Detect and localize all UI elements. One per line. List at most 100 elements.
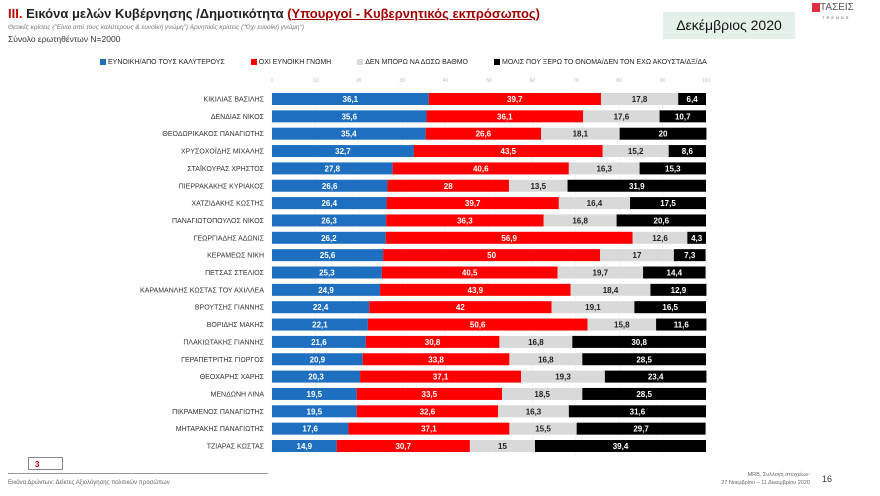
data-label: 19,3 bbox=[555, 373, 571, 382]
legend-label: ΔΕΝ ΜΠΟΡΩ ΝΑ ΔΩΣΩ ΒΑΘΜΟ bbox=[365, 59, 468, 66]
logo: ΤΑΣΕΙΣ TRENDS bbox=[812, 3, 854, 23]
data-label: 20 bbox=[659, 130, 668, 139]
data-label: 19,7 bbox=[593, 269, 609, 278]
data-label: 33,5 bbox=[422, 390, 438, 399]
bar-segment bbox=[509, 353, 583, 366]
data-label: 4,3 bbox=[691, 234, 703, 243]
bar-segment bbox=[673, 249, 706, 262]
data-label: 17 bbox=[633, 251, 642, 260]
legend-label: ΜΟΛΙΣ ΠΟΥ ΞΕΡΩ ΤΟ ΟΝΟΜΑ/ΔΕΝ ΤΟΝ ΕΧΩ ΑΚΟΥ… bbox=[502, 59, 707, 66]
x-tick-label: 10 bbox=[313, 78, 319, 84]
bar-segment bbox=[362, 353, 510, 366]
bar-segment bbox=[632, 231, 688, 244]
data-label: 15,8 bbox=[614, 321, 630, 330]
bar-segment bbox=[509, 422, 577, 435]
divider bbox=[8, 473, 268, 474]
bar-segment bbox=[557, 266, 644, 279]
data-label: 16,8 bbox=[572, 216, 588, 225]
bar-segment bbox=[668, 145, 706, 158]
legend-item: ΟΧΙ ΕΥΝΟΙΚΗ ΓΝΩΜΗ bbox=[250, 59, 331, 66]
footer-caption: Εικόνα Δρώντων: Δείκτες Αξιολόγησης πολι… bbox=[8, 480, 170, 486]
bar-segment bbox=[567, 179, 706, 192]
data-label: 28 bbox=[444, 182, 453, 191]
category-label: ΘΕΟΧΑΡΗΣ ΧΑΡΗΣ bbox=[200, 374, 265, 381]
bar-segment bbox=[272, 266, 382, 279]
sample-size: Σύνολο ερωτηθέντων Ν=2000 bbox=[8, 34, 121, 44]
data-label: 16,3 bbox=[596, 164, 612, 173]
data-label: 36,3 bbox=[457, 216, 473, 225]
page-number: 16 bbox=[822, 474, 833, 484]
data-label: 29,7 bbox=[633, 425, 649, 434]
bar-segment bbox=[392, 162, 569, 175]
category-label: ΓΕΡΑΠΕΤΡΙΤΗΣ ΓΙΩΡΓΟΣ bbox=[181, 357, 265, 364]
data-label: 16,8 bbox=[538, 355, 554, 364]
data-label: 30,8 bbox=[631, 338, 647, 347]
legend-swatch bbox=[100, 59, 106, 66]
bar-segment bbox=[369, 301, 552, 314]
bar-segment bbox=[568, 162, 640, 175]
data-label: 16,8 bbox=[528, 338, 544, 347]
category-label: ΠΙΚΡΑΜΕΝΟΣ ΠΑΝΑΓΙΩΤΗΣ bbox=[172, 409, 265, 416]
bar-segment bbox=[272, 387, 357, 400]
data-label: 18,4 bbox=[603, 286, 619, 295]
source-note: MRB, Συλλογή στοιχείων: 27 Νοεμβρίου – 11… bbox=[721, 472, 810, 486]
legend-item: ΕΥΝΟΙΚΗ/ΑΠΟ ΤΟΥΣ ΚΑΛΥΤΕΡΟΥΣ bbox=[100, 59, 225, 66]
data-label: 43,5 bbox=[501, 147, 517, 156]
legend-swatch bbox=[357, 59, 364, 66]
bar-segment bbox=[381, 266, 558, 279]
category-label: ΠΛΑΚΙΩΤΑΚΗΣ ΓΙΑΝΝΗΣ bbox=[183, 339, 264, 346]
x-tick-label: 60 bbox=[530, 78, 536, 84]
data-label: 56,9 bbox=[501, 234, 517, 243]
data-label: 35,6 bbox=[341, 112, 357, 121]
bar-segment bbox=[570, 283, 651, 296]
category-label: ΒΡΟΥΤΣΗΣ ΓΙΑΝΝΗΣ bbox=[195, 305, 265, 312]
page-title: III. Εικόνα μελών Κυβέρνησης /Δημοτικότη… bbox=[8, 6, 540, 21]
data-label: 24,9 bbox=[318, 286, 334, 295]
legend-label: ΕΥΝΟΙΚΗ/ΑΠΟ ΤΟΥΣ ΚΑΛΥΤΕΡΟΥΣ bbox=[108, 59, 225, 66]
data-label: 19,5 bbox=[307, 407, 323, 416]
data-label: 40,5 bbox=[462, 269, 478, 278]
bar-segment bbox=[356, 405, 499, 418]
bar-segment bbox=[360, 370, 522, 383]
bar-segment bbox=[551, 301, 635, 314]
category-label: ΚΙΚΙΛΙΑΣ ΒΑΣΙΛΗΣ bbox=[204, 97, 265, 104]
bar-segment bbox=[386, 197, 559, 210]
bar-segment bbox=[385, 231, 633, 244]
x-tick-label: 80 bbox=[616, 78, 622, 84]
bar-segment bbox=[502, 387, 583, 400]
category-label: ΤΖΙΑΡΑΣ ΚΩΣΤΑΣ bbox=[207, 444, 265, 451]
x-tick-label: 20 bbox=[356, 78, 362, 84]
bar-segment bbox=[600, 93, 679, 105]
data-label: 26,3 bbox=[321, 216, 337, 225]
bar-segment bbox=[272, 127, 426, 140]
bar-segment bbox=[521, 370, 605, 383]
data-label: 6,4 bbox=[687, 95, 699, 104]
data-label: 42 bbox=[456, 303, 465, 312]
data-label: 14,4 bbox=[667, 269, 683, 278]
bar-segment bbox=[634, 301, 706, 314]
bar-segment bbox=[687, 231, 706, 244]
legend-swatch bbox=[494, 59, 500, 66]
data-label: 31,9 bbox=[629, 182, 645, 191]
bar-segment bbox=[272, 231, 386, 244]
category-label: ΠΙΕΡΡΑΚΑΚΗΣ ΚΥΡΙΑΚΟΣ bbox=[179, 183, 265, 190]
category-label: ΒΟΡΙΔΗΣ ΜΑΚΗΣ bbox=[207, 322, 265, 329]
bar-segment bbox=[558, 197, 631, 210]
bar-segment bbox=[469, 440, 536, 452]
bar-segment bbox=[678, 93, 706, 105]
x-tick-label: 90 bbox=[660, 78, 666, 84]
x-tick-label: 50 bbox=[486, 78, 492, 84]
legend: ΕΥΝΟΙΚΗ/ΑΠΟ ΤΟΥΣ ΚΑΛΥΤΕΡΟΥΣ ΟΧΙ ΕΥΝΟΙΚΗ Γ… bbox=[100, 59, 707, 66]
bar-segment bbox=[356, 387, 503, 400]
bar-segment bbox=[600, 249, 674, 262]
bar-segment bbox=[602, 145, 669, 158]
data-label: 18,5 bbox=[534, 390, 550, 399]
data-label: 36,1 bbox=[497, 112, 513, 121]
data-label: 17,6 bbox=[614, 112, 630, 121]
x-tick-label: 0 bbox=[271, 78, 274, 84]
data-label: 12,6 bbox=[652, 234, 668, 243]
data-label: 39,7 bbox=[507, 95, 523, 104]
data-label: 25,3 bbox=[319, 269, 335, 278]
data-label: 16,3 bbox=[526, 407, 542, 416]
data-label: 39,4 bbox=[613, 442, 629, 451]
